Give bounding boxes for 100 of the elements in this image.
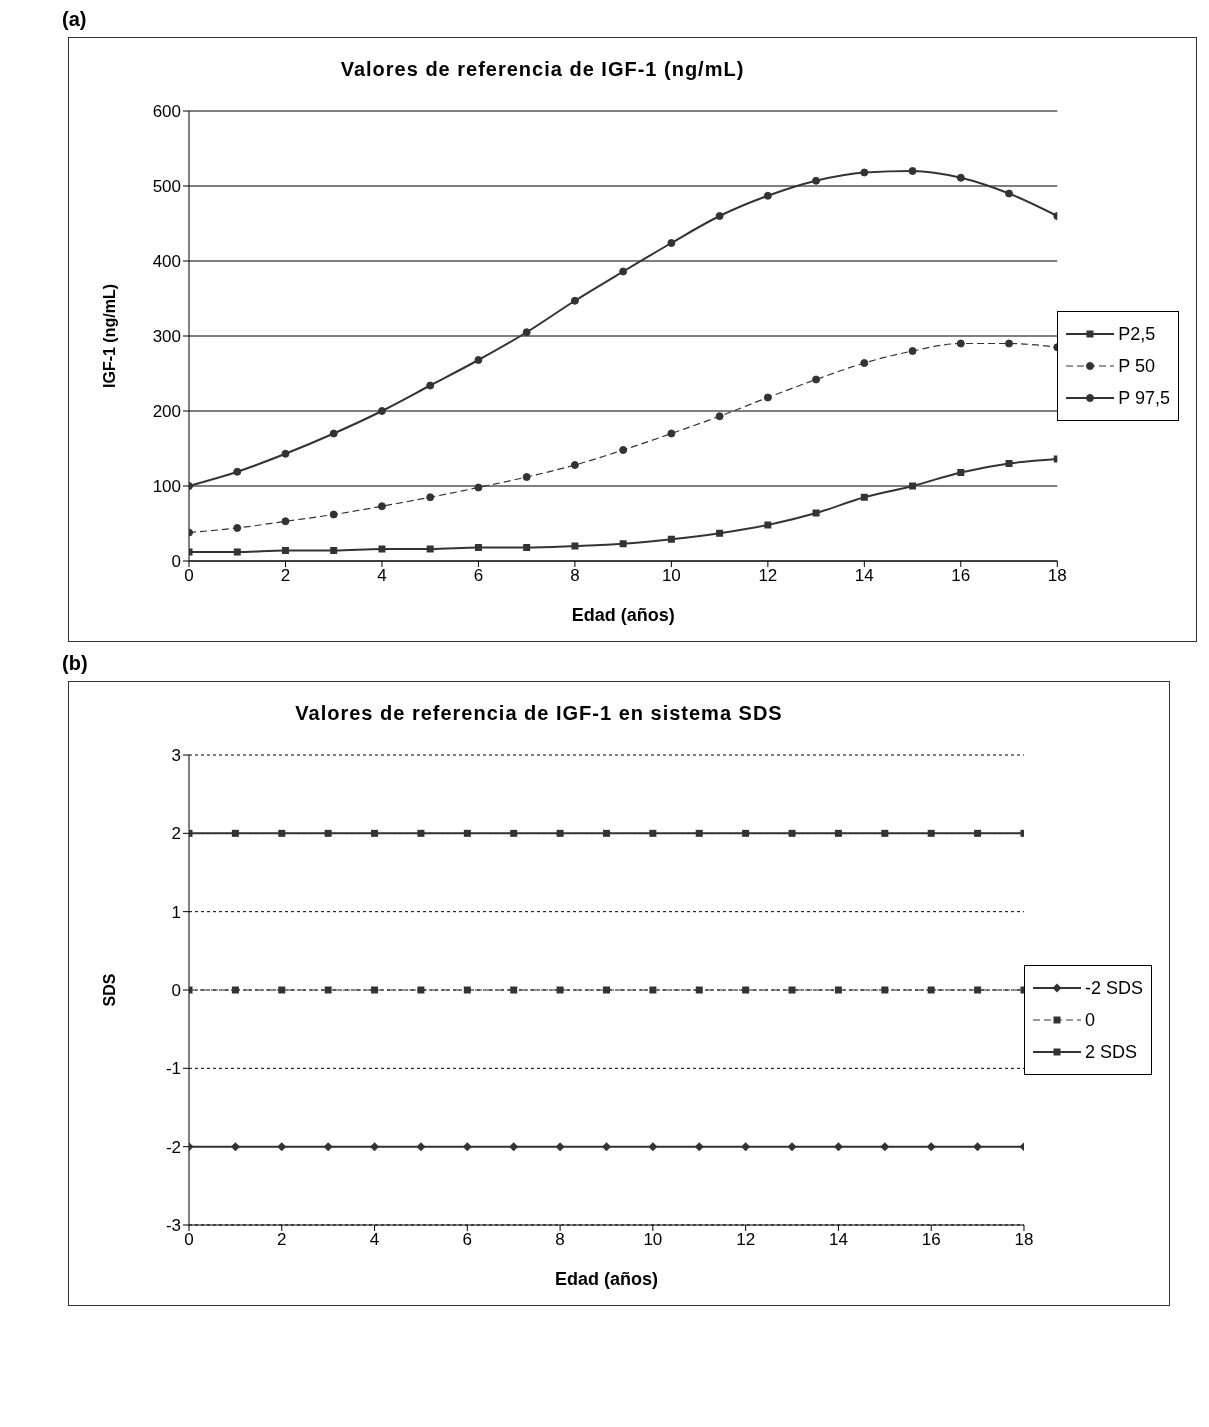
- y-tick-label: -2: [165, 1137, 181, 1157]
- point: [278, 986, 286, 994]
- point: [834, 986, 842, 994]
- x-tick-label: 2: [277, 1230, 287, 1250]
- point: [956, 339, 965, 348]
- point: [741, 1142, 751, 1152]
- point: [523, 544, 531, 551]
- point: [474, 544, 482, 551]
- point: [908, 347, 917, 355]
- point: [371, 986, 379, 994]
- point: [763, 393, 772, 402]
- x-tick-label: 18: [1047, 566, 1067, 586]
- point: [377, 502, 386, 511]
- point: [601, 1142, 611, 1152]
- point: [834, 829, 842, 837]
- y-tick-label: 400: [152, 252, 181, 272]
- x-tick-label: 14: [854, 566, 874, 586]
- chart-title: Valores de referencia de IGF-1 en sistema SDS: [294, 701, 784, 726]
- point: [715, 412, 724, 421]
- point: [278, 829, 286, 837]
- x-tick-label: 10: [643, 1230, 663, 1250]
- point: [1005, 189, 1014, 198]
- point: [860, 168, 869, 177]
- point: [330, 547, 338, 554]
- point: [715, 212, 724, 220]
- y-tick-label: 3: [171, 746, 181, 766]
- y-tick-label: -3: [165, 1216, 181, 1236]
- legend-label: 2 SDS: [1084, 1041, 1137, 1063]
- point: [649, 829, 657, 837]
- point: [474, 483, 483, 492]
- point: [556, 829, 564, 837]
- point: [602, 829, 610, 837]
- point: [788, 986, 796, 994]
- legend-label: P2,5: [1118, 323, 1156, 345]
- x-tick-label: 12: [758, 566, 778, 586]
- point: [812, 375, 821, 384]
- point: [833, 1142, 843, 1152]
- point: [324, 986, 332, 994]
- point: [602, 986, 610, 994]
- point: [812, 176, 821, 185]
- point: [742, 829, 750, 837]
- y-tick-label: 500: [152, 177, 181, 197]
- x-tick-label: 12: [736, 1230, 756, 1250]
- point: [417, 986, 425, 994]
- point: [716, 529, 724, 537]
- legend-label: 0: [1084, 1009, 1095, 1031]
- point: [570, 461, 579, 469]
- legend-label: P 97,5: [1118, 387, 1170, 409]
- point: [522, 328, 531, 337]
- point: [426, 493, 435, 502]
- point: [510, 986, 518, 994]
- point: [1005, 339, 1014, 348]
- point: [378, 545, 386, 553]
- point: [619, 267, 628, 276]
- y-tick-label: 600: [152, 102, 181, 122]
- point: [522, 473, 531, 481]
- chart-title: Valores de referencia de IGF-1 (ng/mL): [339, 57, 746, 82]
- text: (a): [62, 8, 88, 31]
- point: [329, 510, 338, 519]
- point: [973, 1142, 983, 1152]
- point: [426, 545, 434, 553]
- point: [233, 467, 242, 476]
- x-tick-label: 4: [369, 1230, 380, 1250]
- point: [927, 986, 935, 994]
- point: [909, 482, 917, 490]
- x-tick-label: 4: [377, 566, 387, 586]
- x-axis-title: Edad (años): [554, 1269, 658, 1289]
- legend-label: P 50: [1118, 355, 1155, 377]
- point: [1005, 460, 1013, 467]
- point: [281, 449, 290, 458]
- point: [694, 1142, 704, 1152]
- x-tick-label: 8: [555, 1230, 565, 1250]
- x-tick-label: 2: [280, 566, 291, 586]
- point: [648, 1142, 658, 1152]
- point: [667, 429, 676, 438]
- point: [281, 517, 290, 526]
- point: [281, 547, 289, 554]
- point: [974, 986, 982, 994]
- point: [881, 829, 889, 837]
- point: [880, 1142, 890, 1152]
- point: [763, 191, 772, 200]
- x-tick-label: 0: [184, 566, 194, 586]
- point: [509, 1142, 519, 1152]
- point: [231, 986, 239, 994]
- x-tick-label: 0: [184, 1230, 194, 1250]
- point: [571, 542, 579, 550]
- point: [788, 829, 796, 837]
- point: [860, 359, 869, 367]
- y-tick-label: -1: [165, 1059, 181, 1079]
- point: [908, 167, 917, 175]
- point: [764, 521, 772, 529]
- point: [957, 469, 965, 476]
- point: [324, 829, 332, 837]
- point: [556, 986, 564, 994]
- point: [695, 986, 703, 994]
- point: [463, 986, 471, 994]
- x-tick-label: 10: [661, 566, 681, 586]
- point: [417, 829, 425, 837]
- point: [787, 1142, 797, 1152]
- y-axis-title: IGF-1 (ng/mL): [100, 284, 118, 388]
